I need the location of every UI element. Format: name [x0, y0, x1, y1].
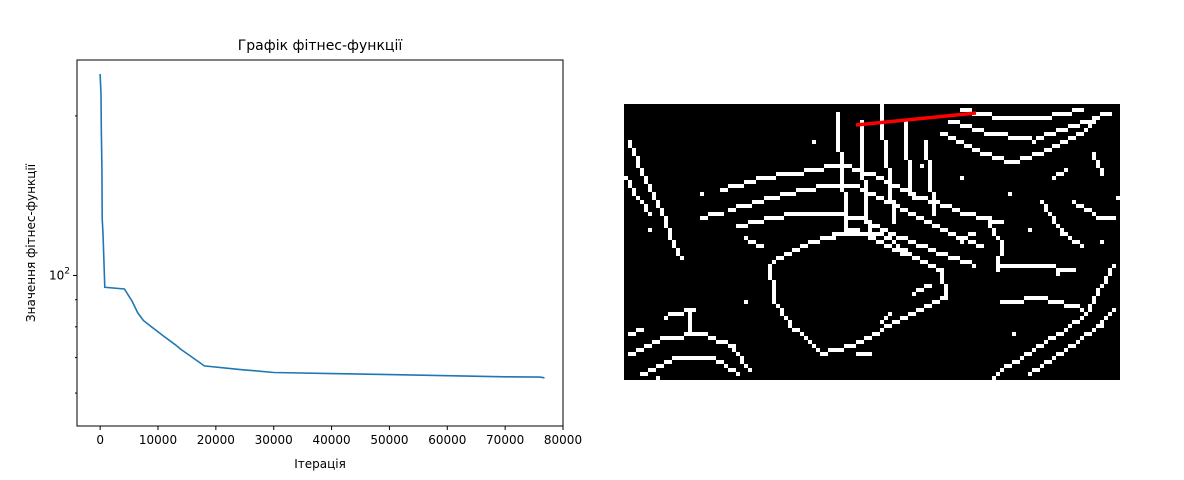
x-tick-label: 10000 — [139, 433, 177, 447]
y-axis-ticks: 102 — [49, 115, 77, 394]
x-tick-label: 30000 — [255, 433, 293, 447]
x-axis-label: Ітерація — [294, 457, 346, 471]
y-tick-label: 102 — [49, 266, 70, 282]
y-axis-label: Значення фітнес-функції — [24, 163, 38, 322]
x-tick-label: 40000 — [312, 433, 350, 447]
chart-title: Графік фітнес-функції — [238, 38, 403, 54]
plot-area-frame — [76, 59, 564, 427]
fitness-chart: Графік фітнес-функції 0 10000 20000 30000 40… — [24, 38, 582, 471]
x-axis-ticks: 0 10000 20000 30000 40000 50000 60000 70000 8000… — [96, 426, 582, 447]
edge-pixels — [624, 104, 1120, 380]
detected-line-marker — [855, 111, 977, 127]
x-tick-label: 50000 — [370, 433, 408, 447]
x-tick-label: 0 — [96, 433, 104, 447]
x-tick-label: 70000 — [486, 433, 524, 447]
edge-detection-image — [624, 104, 1120, 380]
x-tick-label: 60000 — [428, 433, 466, 447]
series-line — [99, 73, 545, 379]
x-tick-label: 80000 — [544, 433, 582, 447]
x-tick-label: 20000 — [197, 433, 235, 447]
